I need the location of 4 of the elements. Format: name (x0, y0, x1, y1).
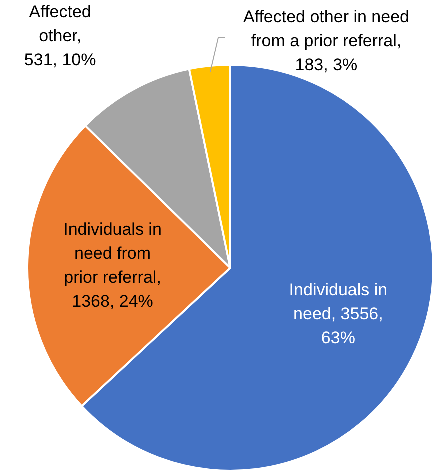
slice-label: Affected other in need from a prior referral, 183, 3% (243, 8, 410, 75)
slice-label: Individuals in need from prior referral, 1368, 24% (64, 220, 162, 312)
slice-label: Affected other, 531, 10% (24, 2, 96, 70)
slice-label: Individuals in need, 3556, 63% (289, 280, 388, 348)
